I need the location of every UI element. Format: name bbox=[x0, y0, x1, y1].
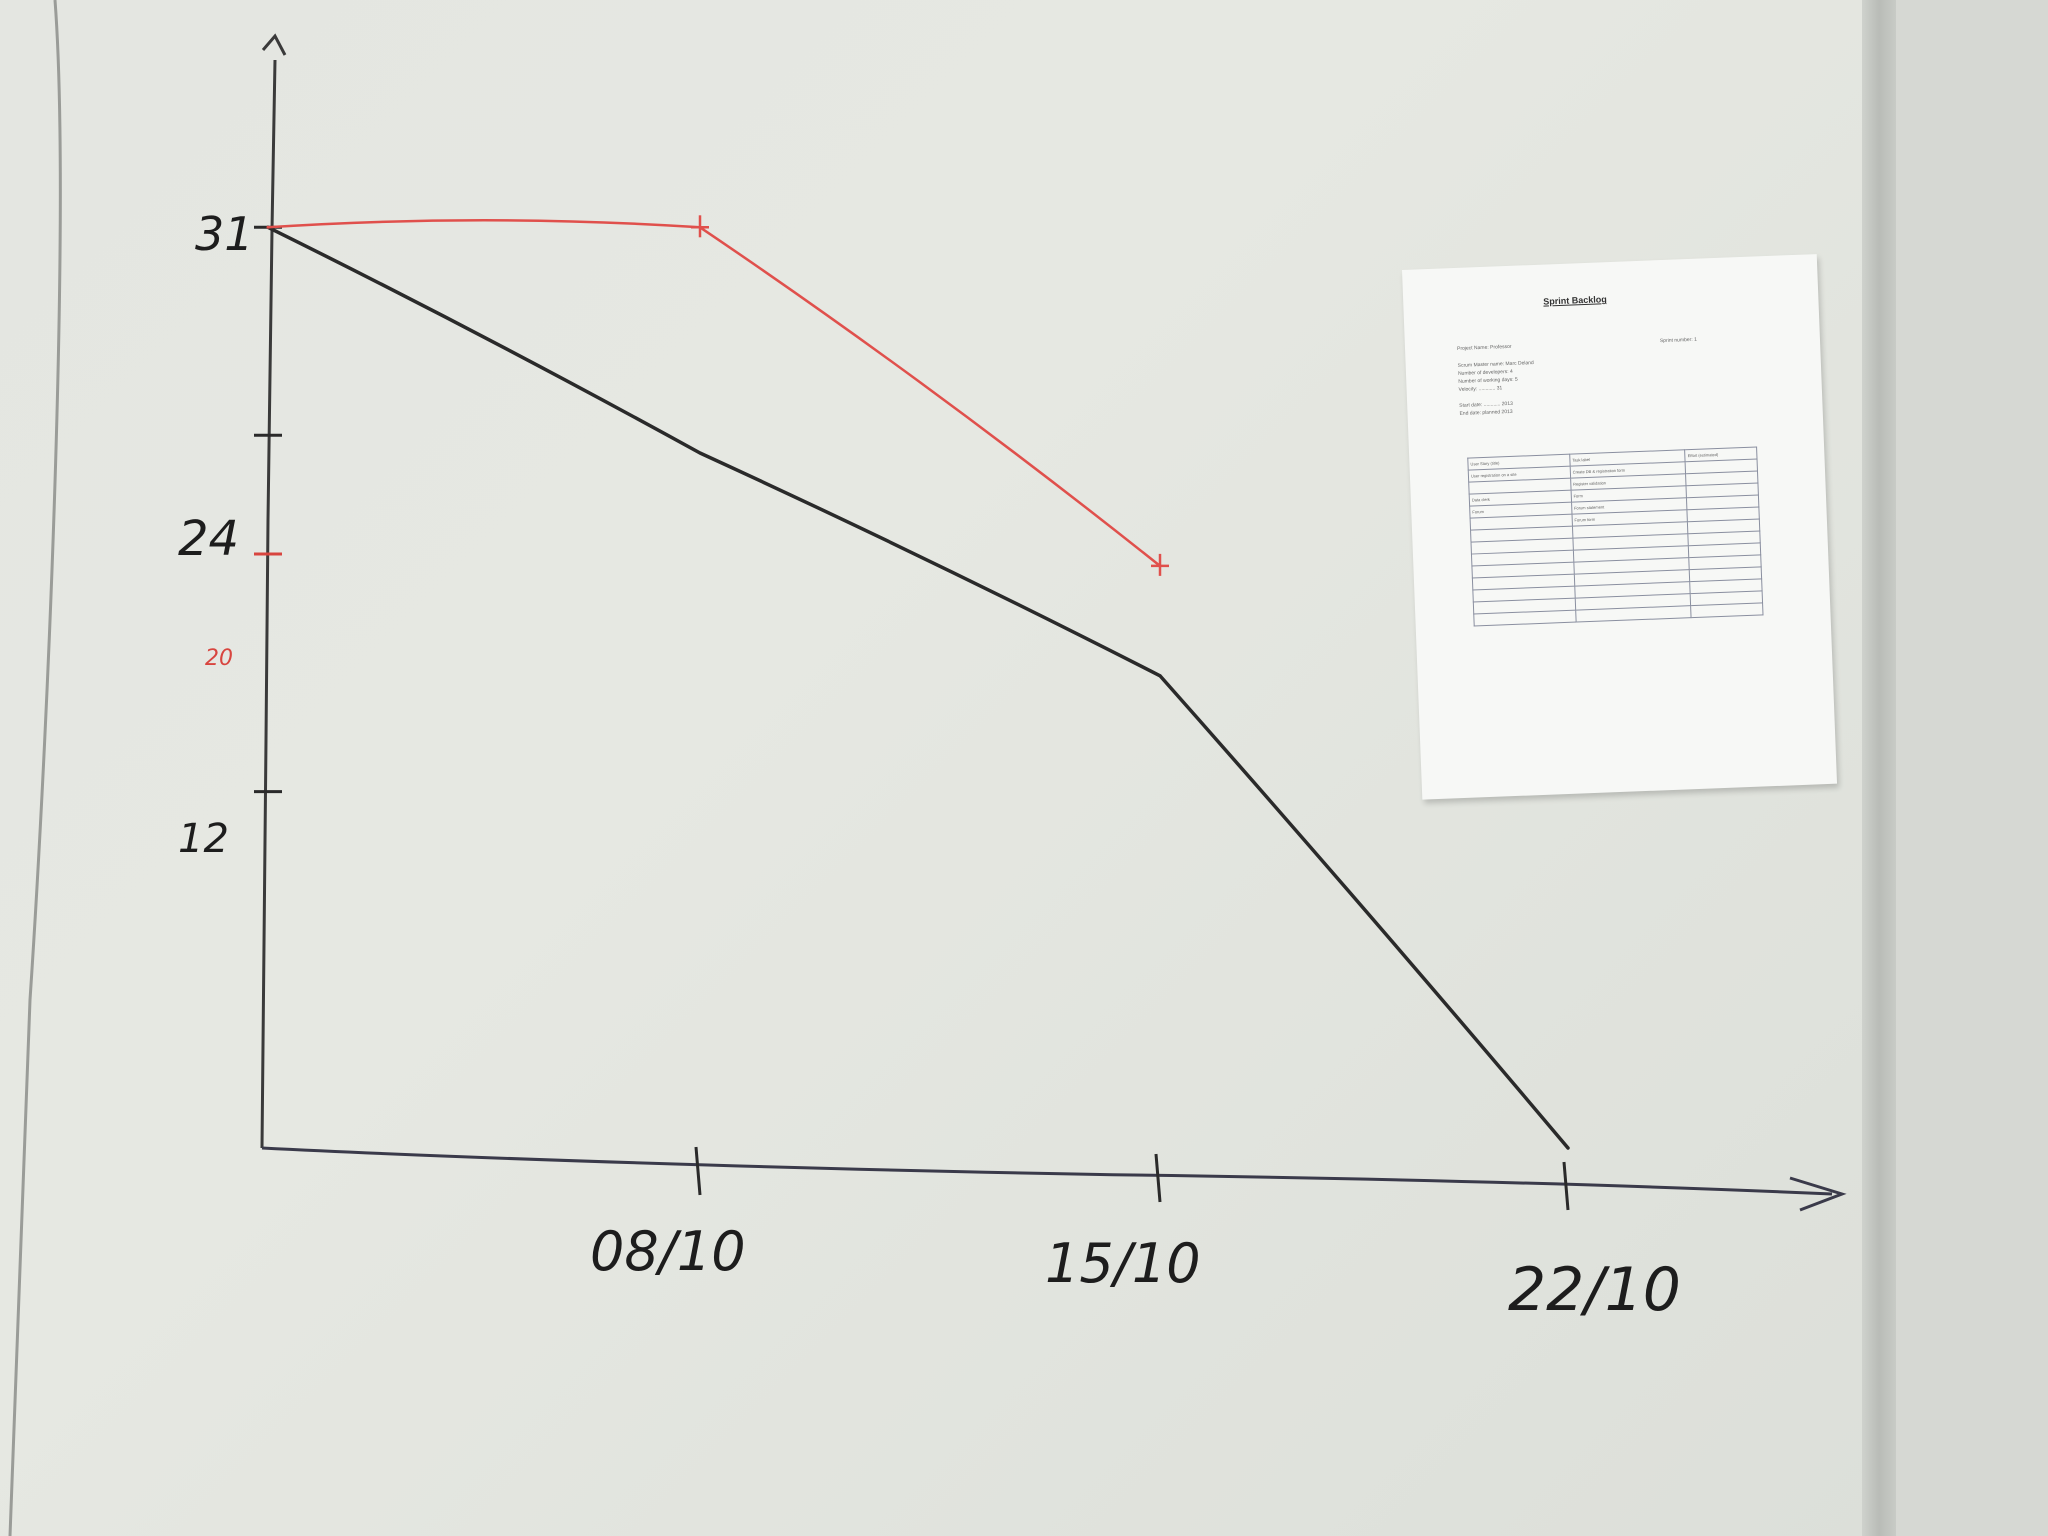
board-left-edge bbox=[8, 0, 62, 1536]
y-tick-label: 31 bbox=[195, 207, 254, 261]
y-axis-arrow bbox=[261, 33, 287, 56]
sheet-line: Sprint number: 1 bbox=[1659, 336, 1697, 345]
sheet-line: Scrum Master name: Marc Deland bbox=[1457, 360, 1534, 369]
y-ticks: 31 24 20 12 bbox=[178, 207, 282, 862]
sheet-line: Project Name: Professor bbox=[1456, 343, 1512, 352]
wall bbox=[1896, 0, 2048, 1536]
y-tick-label: 24 bbox=[178, 511, 239, 567]
sheet-line: Number of working days: 5 bbox=[1458, 376, 1518, 385]
data-point bbox=[698, 451, 702, 455]
sheet-table: User Story (title) Task label Effort (esti… bbox=[1467, 447, 1764, 627]
x-axis-arrow bbox=[1789, 1176, 1847, 1212]
y-tick-label: 20 bbox=[205, 646, 233, 671]
sheet-line: Velocity: ............ 31 bbox=[1458, 385, 1503, 393]
x-ticks: 08/10 15/10 22/10 bbox=[590, 1146, 1681, 1325]
sheet-title: Sprint Backlog bbox=[1543, 294, 1607, 307]
sheet-line: Start date: ............ 2013 bbox=[1459, 400, 1513, 409]
series-lines bbox=[266, 215, 1570, 1150]
data-point bbox=[266, 225, 270, 229]
sprint-backlog-sheet: Sprint Backlog Project Name: Professor Sp… bbox=[1402, 254, 1838, 800]
x-tick bbox=[1562, 1161, 1570, 1211]
data-point bbox=[1566, 1146, 1570, 1150]
x-tick bbox=[694, 1146, 702, 1196]
y-axis bbox=[260, 59, 277, 1149]
sheet-table-cell bbox=[1473, 610, 1576, 626]
sheet-line: End date: planned 2013 bbox=[1459, 408, 1513, 417]
whiteboard-frame bbox=[1862, 0, 1896, 1536]
sheet-table-cell bbox=[1690, 602, 1764, 618]
series-line bbox=[266, 219, 1162, 568]
data-point bbox=[1158, 674, 1162, 678]
y-tick-label: 12 bbox=[178, 816, 229, 862]
x-tick-label: 15/10 bbox=[1045, 1232, 1201, 1295]
x-tick bbox=[1154, 1153, 1162, 1203]
series-line bbox=[266, 225, 1570, 1150]
x-tick-label: 22/10 bbox=[1508, 1255, 1681, 1325]
x-tick-label: 08/10 bbox=[590, 1220, 746, 1283]
sheet-line: Number of developers: 4 bbox=[1457, 368, 1513, 377]
x-axis bbox=[261, 1146, 1833, 1196]
